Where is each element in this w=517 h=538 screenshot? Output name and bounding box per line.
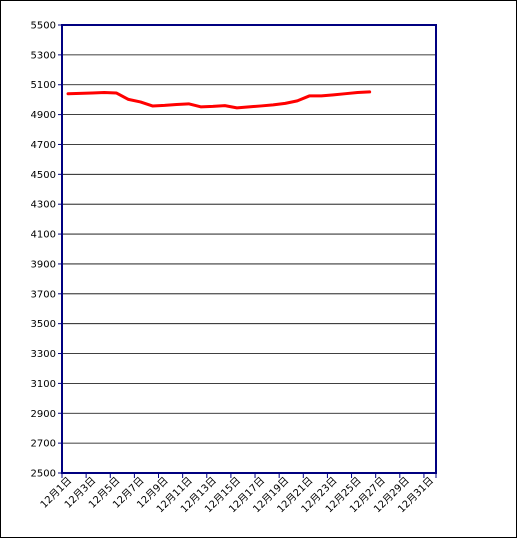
y-tick-label: 4100 [31, 230, 56, 241]
y-tick-label: 3100 [31, 379, 56, 390]
y-tick-label: 5300 [31, 50, 56, 61]
series-layer [66, 90, 372, 110]
series-line [66, 90, 372, 110]
y-tick-label: 3900 [31, 259, 56, 270]
y-tick-label: 3500 [31, 319, 56, 330]
grid-lines [62, 54, 436, 444]
y-axis-ticks: 2500 2700 2900 3100 3300 3500 3700 3900 4100 4300… [31, 21, 62, 480]
y-tick-label: 4300 [31, 200, 56, 211]
y-tick-label: 5500 [31, 21, 56, 32]
y-tick-label: 2500 [31, 469, 56, 480]
x-axis-ticks: 12月1日12月3日12月5日12月7日12月9日12月11日12月13日12月… [38, 473, 437, 515]
y-tick-label: 4900 [31, 110, 56, 121]
y-tick-label: 3700 [31, 289, 56, 300]
y-tick-label: 4500 [31, 170, 56, 181]
y-tick-label: 4700 [31, 140, 56, 151]
y-tick-label: 3300 [31, 349, 56, 360]
y-tick-label: 2900 [31, 409, 56, 420]
y-tick-label: 2700 [31, 439, 56, 450]
plot-area-border [61, 24, 437, 474]
y-tick-label: 5100 [31, 80, 56, 91]
